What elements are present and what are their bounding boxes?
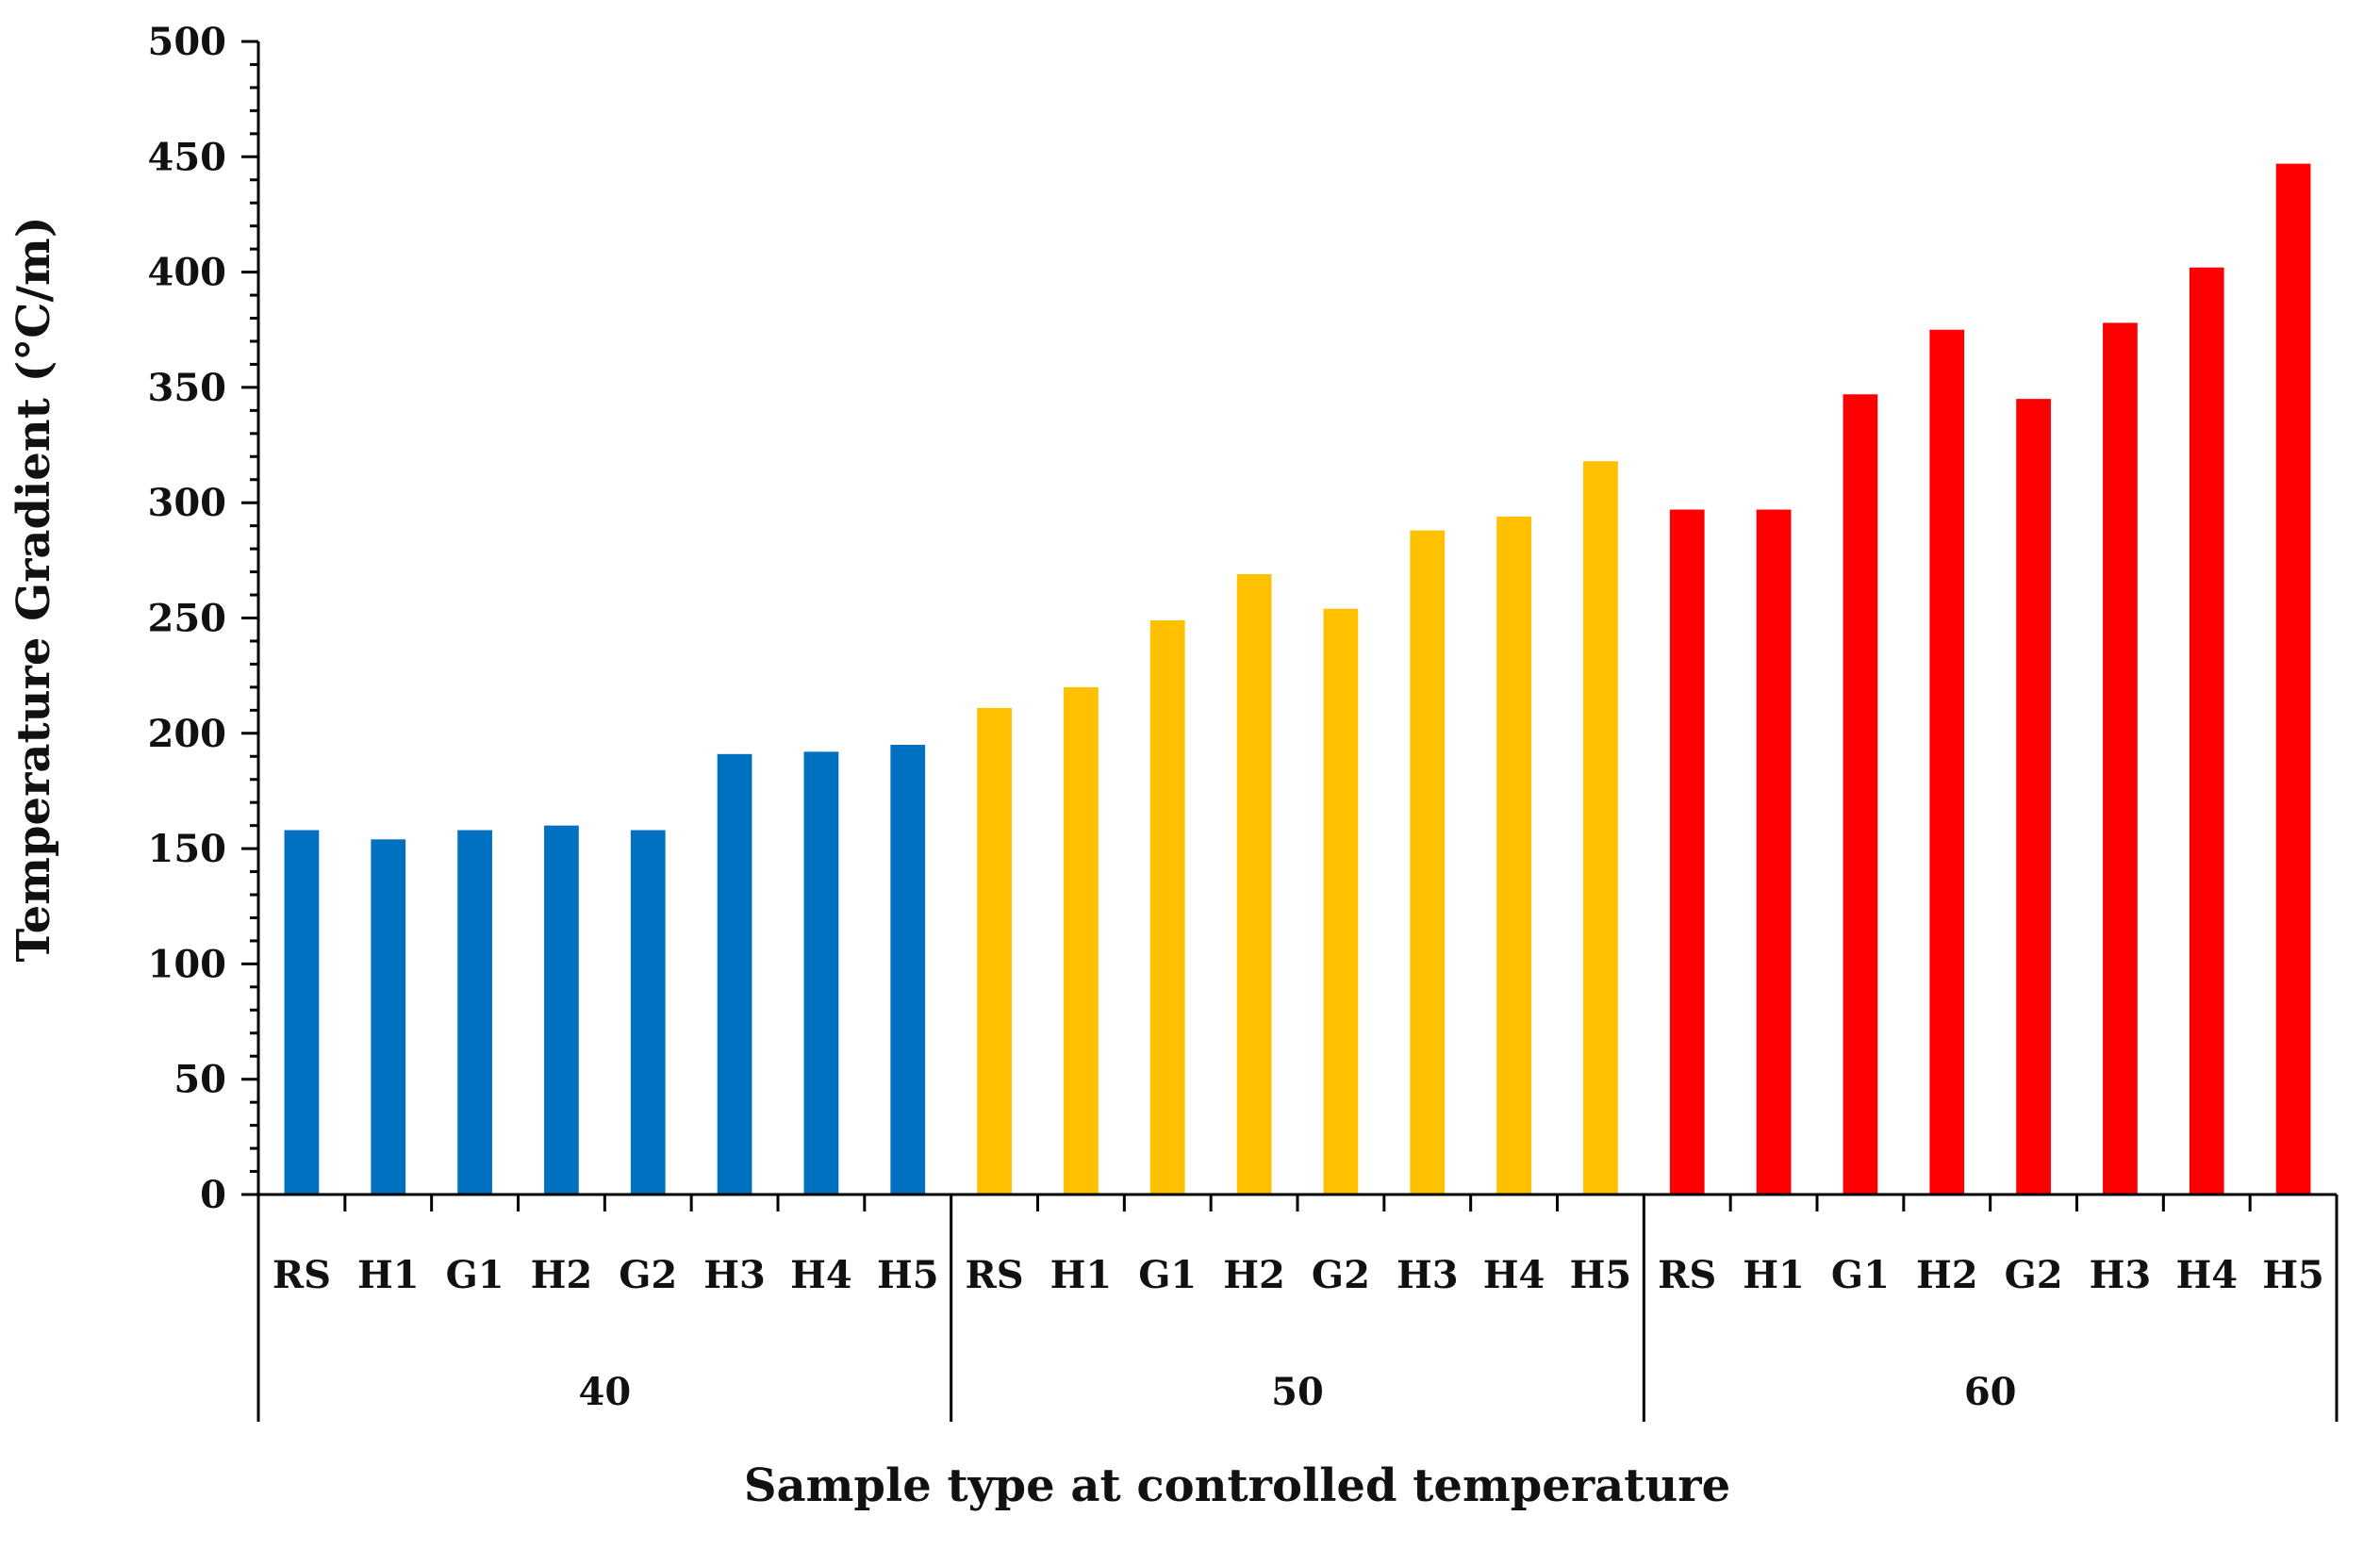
- bar-60-H4: [2189, 267, 2224, 1195]
- x-group-label: 50: [1271, 1370, 1324, 1414]
- x-group-label: 60: [1964, 1370, 2017, 1414]
- x-category-label: H5: [2262, 1253, 2324, 1297]
- bar-60-H3: [2103, 322, 2138, 1195]
- bar-40-G2: [630, 830, 666, 1195]
- x-axis-title: Sample type at controlled temperature: [744, 1459, 1730, 1512]
- x-category-label: H4: [1483, 1253, 1545, 1297]
- x-category-label: G1: [1831, 1253, 1890, 1297]
- x-category-label: H1: [1743, 1253, 1805, 1297]
- bar-60-G2: [2016, 399, 2051, 1195]
- y-tick-label: 250: [148, 597, 227, 641]
- x-category-label: G1: [1138, 1253, 1197, 1297]
- x-category-label: RS: [1658, 1253, 1716, 1297]
- x-category-label: H1: [1050, 1253, 1113, 1297]
- x-category-label: H4: [2175, 1253, 2238, 1297]
- x-category-label: H5: [1570, 1253, 1632, 1297]
- x-category-label: H5: [877, 1253, 939, 1297]
- x-category-label: H4: [790, 1253, 852, 1297]
- bar-40-H4: [803, 751, 839, 1195]
- bars: [284, 163, 2311, 1195]
- x-category-label: H2: [1223, 1253, 1285, 1297]
- bar-60-H5: [2275, 163, 2311, 1195]
- x-category-label: H3: [1397, 1253, 1459, 1297]
- y-tick-label: 450: [148, 135, 227, 179]
- x-category-label: H3: [703, 1253, 766, 1297]
- bar-40-H2: [544, 825, 579, 1195]
- x-category-label: H2: [531, 1253, 593, 1297]
- x-category-label: H3: [2090, 1253, 2152, 1297]
- bar-60-G1: [1843, 394, 1878, 1195]
- bar-50-H4: [1496, 516, 1531, 1195]
- y-axis-ticks: 0 50 100 150 200 250 300 350 400 450 500: [148, 20, 258, 1217]
- x-category-label: H2: [1916, 1253, 1978, 1297]
- x-category-label: G1: [446, 1253, 504, 1297]
- bar-50-H2: [1236, 574, 1272, 1195]
- bar-60-H1: [1756, 509, 1792, 1195]
- x-axis: RS H1 G1 H2 G2 H3 H4 H5 40 RS H1 G1 H2 G2 H3 H4 H5 50 RS H1…: [256, 1195, 2339, 1422]
- y-tick-label: 400: [148, 251, 227, 295]
- y-tick-label: 200: [148, 712, 227, 756]
- y-tick-label: 150: [148, 827, 227, 871]
- y-tick-label: 500: [148, 20, 227, 64]
- bar-40-G1: [457, 830, 492, 1195]
- y-tick-label: 0: [200, 1173, 226, 1217]
- y-tick-label: 100: [148, 942, 227, 986]
- bar-50-H3: [1410, 530, 1446, 1195]
- x-category-label: RS: [273, 1253, 331, 1297]
- bar-60-RS: [1669, 509, 1705, 1195]
- y-tick-label: 300: [148, 481, 227, 525]
- bar-50-G1: [1149, 619, 1185, 1195]
- bar-40-H3: [717, 753, 752, 1195]
- bar-60-H2: [1929, 329, 1965, 1195]
- bar-50-H5: [1583, 461, 1618, 1195]
- x-category-label: G2: [619, 1253, 677, 1297]
- y-axis-title: Temperature Gradient (°C/m): [8, 216, 60, 962]
- x-category-label: H1: [357, 1253, 420, 1297]
- bar-40-RS: [284, 830, 320, 1195]
- x-category-label: G2: [1312, 1253, 1370, 1297]
- x-group-label: 40: [578, 1370, 631, 1414]
- bar-50-RS: [977, 707, 1012, 1195]
- bar-50-H1: [1064, 686, 1099, 1195]
- bar-50-G2: [1323, 608, 1359, 1195]
- x-category-label: RS: [966, 1253, 1024, 1297]
- bar-40-H1: [371, 839, 406, 1195]
- y-tick-label: 350: [148, 366, 227, 410]
- bar-40-H5: [890, 745, 926, 1195]
- y-tick-label: 50: [174, 1058, 226, 1102]
- x-category-label: G2: [2005, 1253, 2063, 1297]
